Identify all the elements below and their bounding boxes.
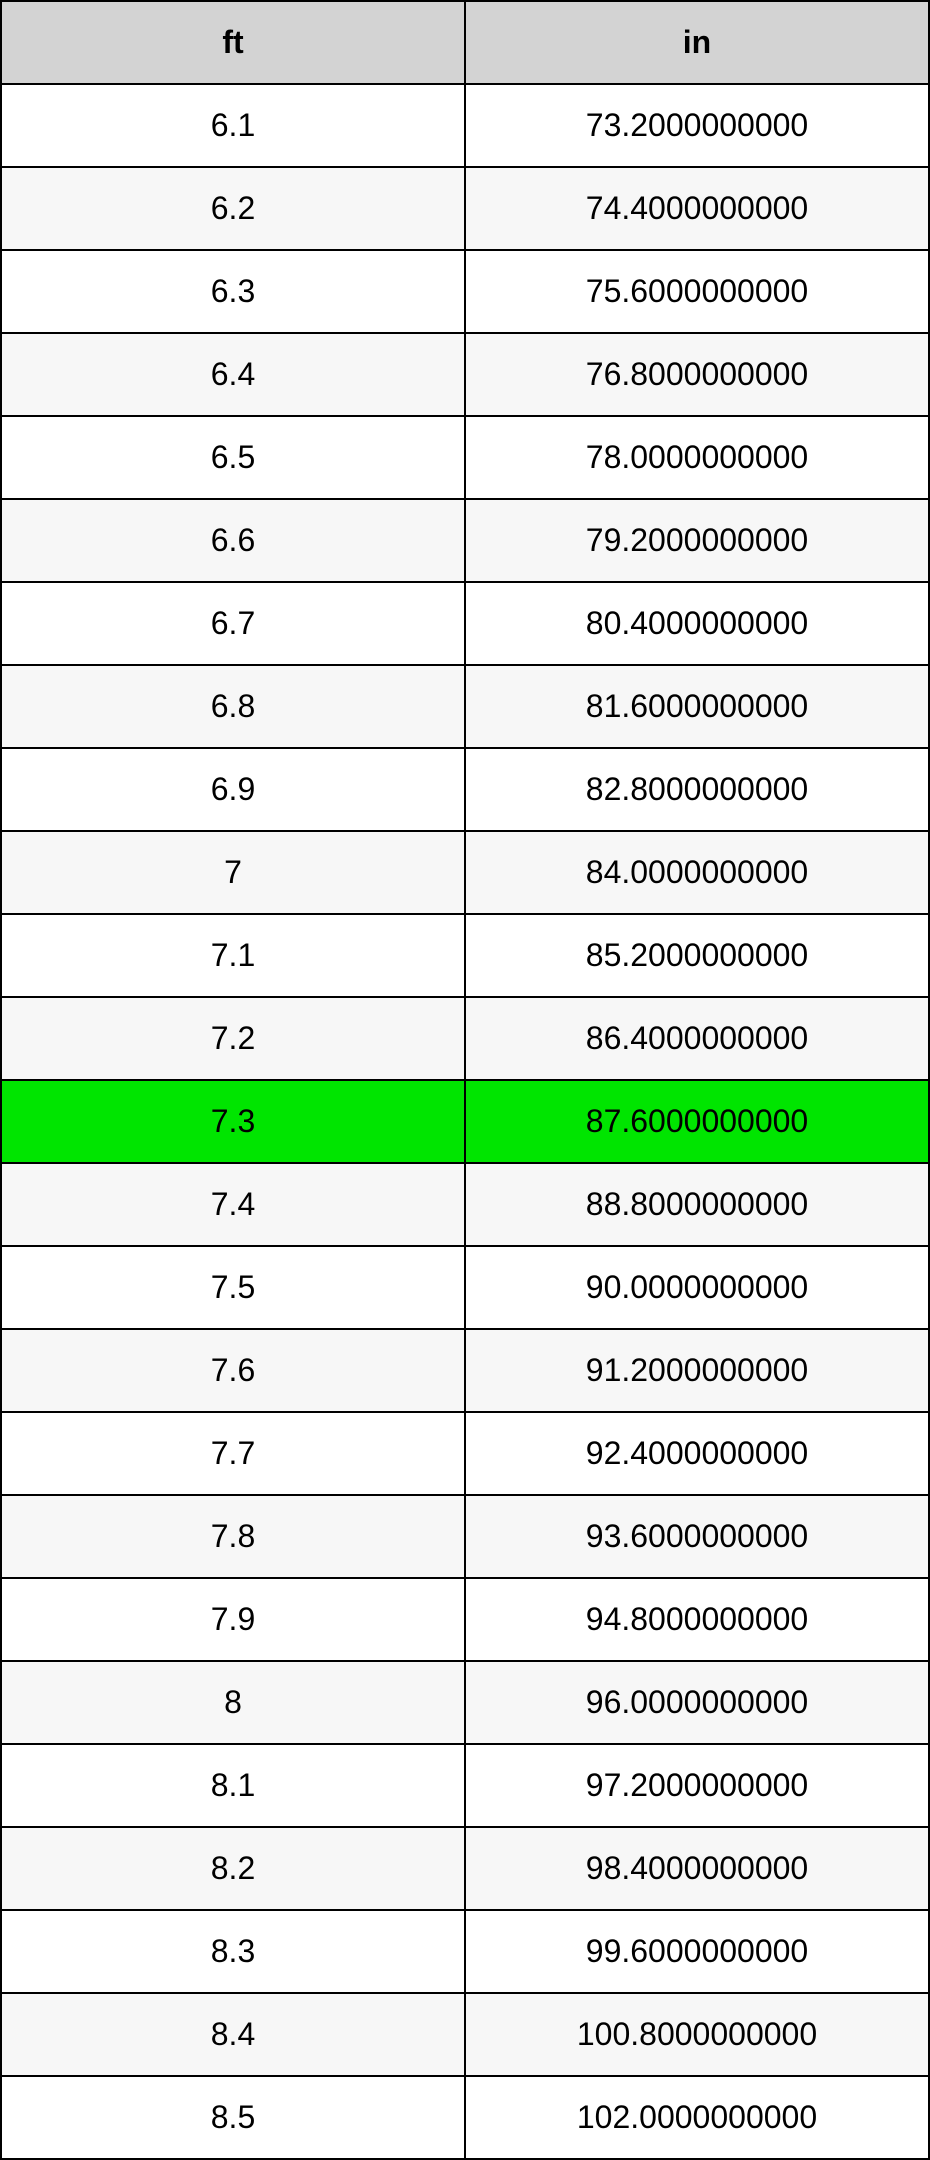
table-row: 6.476.8000000000 bbox=[1, 333, 929, 416]
table-row: 6.173.2000000000 bbox=[1, 84, 929, 167]
table-row-highlighted: 7.387.6000000000 bbox=[1, 1080, 929, 1163]
cell-ft: 8 bbox=[1, 1661, 465, 1744]
cell-ft: 8.3 bbox=[1, 1910, 465, 1993]
cell-in: 96.0000000000 bbox=[465, 1661, 929, 1744]
cell-in: 98.4000000000 bbox=[465, 1827, 929, 1910]
cell-in: 76.8000000000 bbox=[465, 333, 929, 416]
cell-ft: 6.1 bbox=[1, 84, 465, 167]
table-row: 8.399.6000000000 bbox=[1, 1910, 929, 1993]
cell-ft: 7.7 bbox=[1, 1412, 465, 1495]
cell-ft: 7.1 bbox=[1, 914, 465, 997]
table-row: 8.298.4000000000 bbox=[1, 1827, 929, 1910]
cell-in: 85.2000000000 bbox=[465, 914, 929, 997]
table-row: 6.982.8000000000 bbox=[1, 748, 929, 831]
table-row: 6.679.2000000000 bbox=[1, 499, 929, 582]
cell-in: 90.0000000000 bbox=[465, 1246, 929, 1329]
column-header-ft: ft bbox=[1, 1, 465, 84]
table-row: 896.0000000000 bbox=[1, 1661, 929, 1744]
cell-in: 84.0000000000 bbox=[465, 831, 929, 914]
cell-ft: 7.6 bbox=[1, 1329, 465, 1412]
cell-ft: 6.5 bbox=[1, 416, 465, 499]
table-row: 8.197.2000000000 bbox=[1, 1744, 929, 1827]
cell-in: 88.8000000000 bbox=[465, 1163, 929, 1246]
table-row: 7.185.2000000000 bbox=[1, 914, 929, 997]
cell-in: 86.4000000000 bbox=[465, 997, 929, 1080]
cell-ft: 7.3 bbox=[1, 1080, 465, 1163]
table-row: 7.691.2000000000 bbox=[1, 1329, 929, 1412]
cell-in: 92.4000000000 bbox=[465, 1412, 929, 1495]
cell-in: 81.6000000000 bbox=[465, 665, 929, 748]
cell-ft: 7.2 bbox=[1, 997, 465, 1080]
table-header-row: ft in bbox=[1, 1, 929, 84]
cell-ft: 6.4 bbox=[1, 333, 465, 416]
cell-ft: 7.9 bbox=[1, 1578, 465, 1661]
cell-in: 79.2000000000 bbox=[465, 499, 929, 582]
cell-in: 100.8000000000 bbox=[465, 1993, 929, 2076]
cell-in: 75.6000000000 bbox=[465, 250, 929, 333]
cell-ft: 6.8 bbox=[1, 665, 465, 748]
table-row: 6.881.6000000000 bbox=[1, 665, 929, 748]
cell-ft: 7.5 bbox=[1, 1246, 465, 1329]
cell-ft: 6.2 bbox=[1, 167, 465, 250]
cell-ft: 6.9 bbox=[1, 748, 465, 831]
cell-ft: 6.3 bbox=[1, 250, 465, 333]
table-row: 7.488.8000000000 bbox=[1, 1163, 929, 1246]
cell-in: 97.2000000000 bbox=[465, 1744, 929, 1827]
table-row: 7.590.0000000000 bbox=[1, 1246, 929, 1329]
cell-in: 74.4000000000 bbox=[465, 167, 929, 250]
cell-ft: 8.5 bbox=[1, 2076, 465, 2159]
cell-ft: 8.1 bbox=[1, 1744, 465, 1827]
cell-ft: 7.8 bbox=[1, 1495, 465, 1578]
table-body: 6.173.2000000000 6.274.4000000000 6.375.… bbox=[1, 84, 929, 2159]
column-header-in: in bbox=[465, 1, 929, 84]
table-row: 7.792.4000000000 bbox=[1, 1412, 929, 1495]
cell-in: 93.6000000000 bbox=[465, 1495, 929, 1578]
table-row: 784.0000000000 bbox=[1, 831, 929, 914]
cell-in: 94.8000000000 bbox=[465, 1578, 929, 1661]
table-row: 6.780.4000000000 bbox=[1, 582, 929, 665]
cell-in: 82.8000000000 bbox=[465, 748, 929, 831]
table-row: 8.5102.0000000000 bbox=[1, 2076, 929, 2159]
cell-in: 102.0000000000 bbox=[465, 2076, 929, 2159]
table-row: 7.994.8000000000 bbox=[1, 1578, 929, 1661]
table-row: 7.893.6000000000 bbox=[1, 1495, 929, 1578]
conversion-table: ft in 6.173.2000000000 6.274.4000000000 … bbox=[0, 0, 930, 2160]
table-row: 7.286.4000000000 bbox=[1, 997, 929, 1080]
cell-ft: 7 bbox=[1, 831, 465, 914]
cell-in: 87.6000000000 bbox=[465, 1080, 929, 1163]
cell-ft: 7.4 bbox=[1, 1163, 465, 1246]
table-row: 6.375.6000000000 bbox=[1, 250, 929, 333]
cell-ft: 6.6 bbox=[1, 499, 465, 582]
table-row: 8.4100.8000000000 bbox=[1, 1993, 929, 2076]
table-row: 6.578.0000000000 bbox=[1, 416, 929, 499]
cell-in: 80.4000000000 bbox=[465, 582, 929, 665]
cell-ft: 6.7 bbox=[1, 582, 465, 665]
cell-ft: 8.2 bbox=[1, 1827, 465, 1910]
cell-in: 78.0000000000 bbox=[465, 416, 929, 499]
cell-in: 99.6000000000 bbox=[465, 1910, 929, 1993]
cell-ft: 8.4 bbox=[1, 1993, 465, 2076]
table-row: 6.274.4000000000 bbox=[1, 167, 929, 250]
cell-in: 73.2000000000 bbox=[465, 84, 929, 167]
cell-in: 91.2000000000 bbox=[465, 1329, 929, 1412]
